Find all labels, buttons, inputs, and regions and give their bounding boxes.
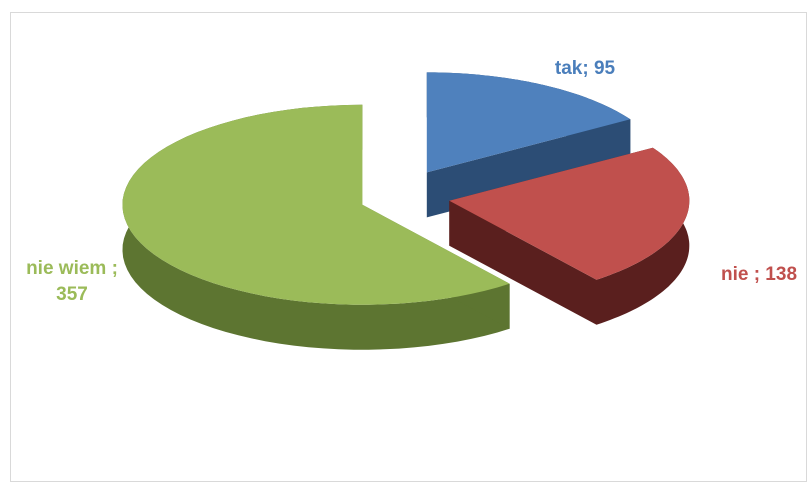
slice xyxy=(426,72,631,173)
data-label: nie wiem ; 357 xyxy=(26,258,118,305)
slice xyxy=(449,147,690,280)
slice-cut xyxy=(426,119,631,218)
data-label: tak; 95 xyxy=(554,58,616,79)
slice-cut xyxy=(449,200,597,325)
chart-frame xyxy=(10,12,807,482)
slice xyxy=(122,104,510,305)
data-label: nie ; 138 xyxy=(720,264,798,285)
